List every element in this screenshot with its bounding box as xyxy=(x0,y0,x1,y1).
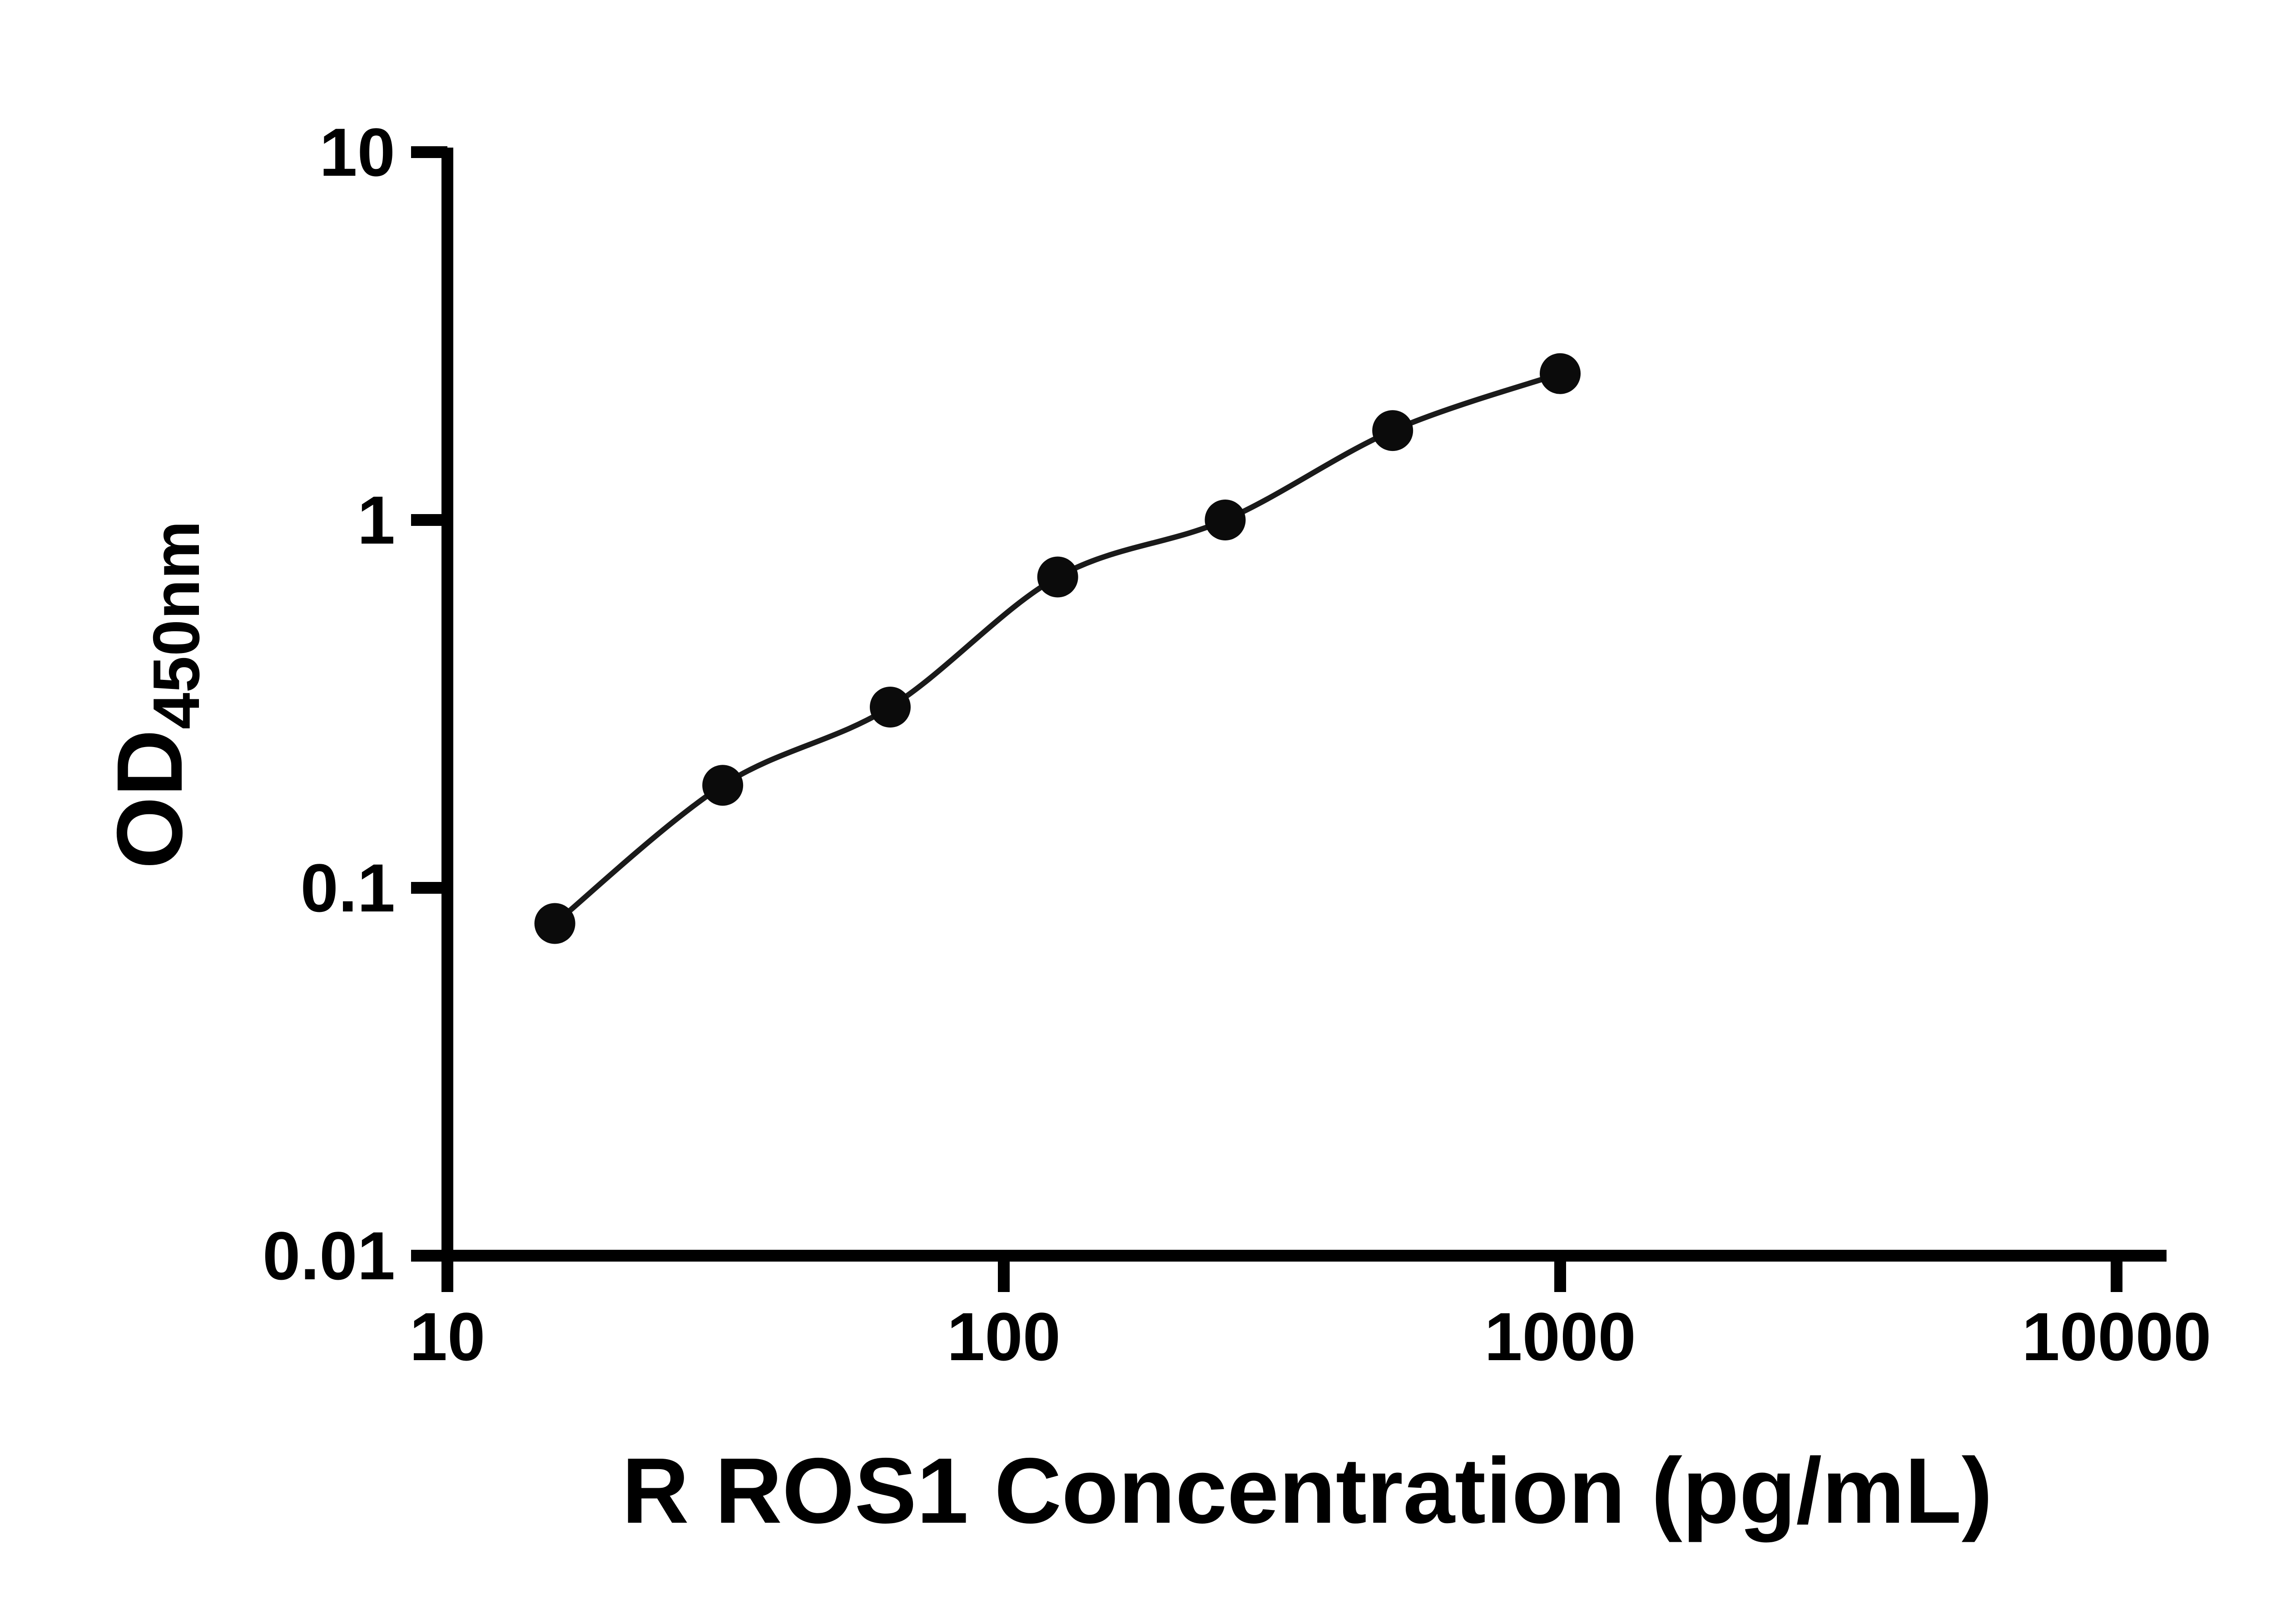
x-tick-label: 10000 xyxy=(2022,1298,2211,1375)
data-point xyxy=(1205,500,1246,540)
data-point xyxy=(1037,556,1078,598)
x-axis-title-text: R ROS1 Concentration (pg/mL) xyxy=(621,1439,1993,1543)
data-point xyxy=(1540,353,1581,394)
data-point xyxy=(870,687,911,728)
x-tick-label: 100 xyxy=(947,1298,1061,1375)
y-axis-title-main: OD xyxy=(98,729,202,869)
axis-spines xyxy=(441,148,2167,1262)
fit-curve xyxy=(553,371,1561,926)
data-point xyxy=(1372,410,1413,451)
data-point xyxy=(702,765,744,806)
y-tick-label: 1 xyxy=(357,482,395,558)
y-tick-label: 10 xyxy=(319,114,395,190)
y-tick-label: 0.01 xyxy=(263,1218,395,1294)
y-axis-title: OD450nm xyxy=(96,521,213,869)
data-point xyxy=(534,903,575,944)
x-tick-label: 1000 xyxy=(1484,1298,1636,1375)
x-tick-label: 10 xyxy=(410,1298,486,1375)
y-axis-title-sub: 450nm xyxy=(139,520,213,729)
y-tick-label: 0.1 xyxy=(300,850,395,926)
x-axis-title: R ROS1 Concentration (pg/mL) xyxy=(622,1437,1993,1545)
